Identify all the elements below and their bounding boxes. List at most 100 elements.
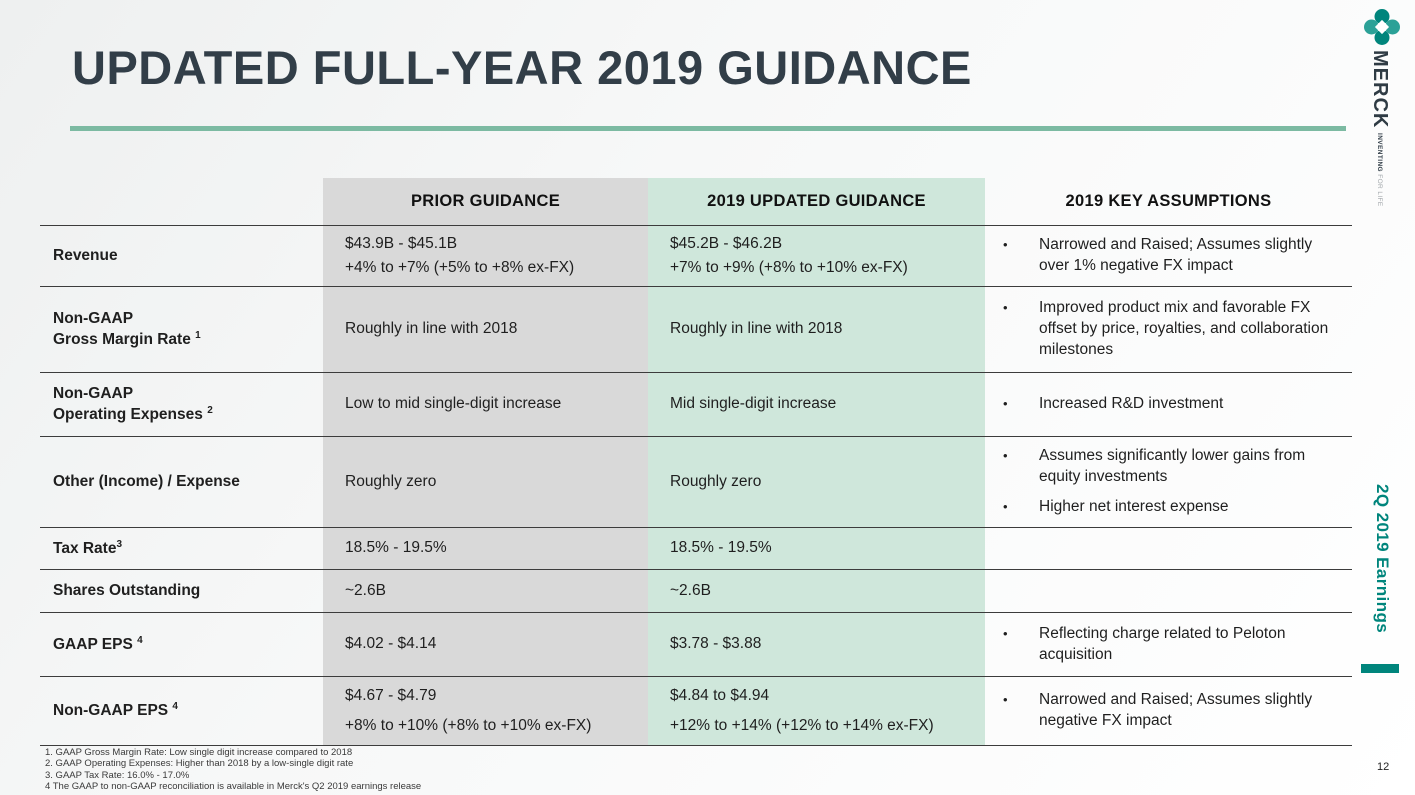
- row-label: Other (Income) / Expense: [40, 437, 323, 527]
- updated-guidance-cell: $3.78 - $3.88: [648, 613, 985, 676]
- assumption-text: Narrowed and Raised; Assumes slightly ne…: [1039, 691, 1313, 729]
- table-row: Non-GAAP EPS 4 $4.67 - $4.79 +8% to +10% (…: [40, 676, 1352, 745]
- row-label: Tax Rate3: [40, 528, 323, 569]
- assumptions-cell: • Narrowed and Raised; Assumes slightly n…: [985, 677, 1352, 745]
- header-prior-guidance: PRIOR GUIDANCE: [323, 178, 648, 225]
- row-label-text: Shares Outstanding: [53, 581, 201, 599]
- table-row: Other (Income) / Expense Roughly zero Roug…: [40, 436, 1352, 527]
- row-label-text: GAAP EPS 4: [53, 634, 143, 653]
- header-key-assumptions: 2019 KEY ASSUMPTIONS: [1065, 192, 1272, 210]
- row-label: Revenue: [40, 226, 323, 286]
- guidance-value: 18.5% - 19.5%: [670, 539, 772, 557]
- assumption-bullet: • Increased R&D investment: [1003, 394, 1344, 415]
- table-row: Tax Rate3 18.5% - 19.5% 18.5% - 19.5%: [40, 527, 1352, 569]
- bullet-icon: •: [1003, 300, 1008, 316]
- bullet-icon: •: [1003, 237, 1008, 253]
- guidance-value: $43.9B - $45.1B: [345, 235, 458, 253]
- table-body: Revenue $43.9B - $45.1B +4% to +7% (+5% to…: [40, 225, 1352, 746]
- sidebar: MERCK INVENTING FOR LIFE 2Q 2019 Earning…: [1347, 0, 1415, 795]
- footnote-ref: 3: [116, 538, 123, 550]
- assumption-bullet: • Assumes significantly lower gains from …: [1003, 446, 1344, 488]
- assumptions-cell: • Assumes significantly lower gains from …: [985, 437, 1352, 527]
- row-label-text: Non-GAAP EPS 4: [53, 701, 178, 720]
- footnote: 1. GAAP Gross Margin Rate: Low single di…: [45, 747, 353, 758]
- guidance-value: +12% to +14% (+12% to +14% ex-FX): [670, 717, 934, 734]
- guidance-value: ~2.6B: [345, 581, 386, 599]
- bullet-icon: •: [1003, 396, 1008, 412]
- row-label-text: Non-GAAP Gross Margin Rate 1: [53, 309, 201, 349]
- guidance-value: $4.67 - $4.79: [345, 686, 437, 704]
- updated-guidance-cell: ~2.6B: [648, 570, 985, 612]
- row-label: Non-GAAP EPS 4: [40, 677, 323, 745]
- guidance-value: Roughly in line with 2018: [670, 320, 843, 338]
- row-label: Shares Outstanding: [40, 570, 323, 612]
- assumption-text: Reflecting charge related to Peloton acq…: [1039, 624, 1286, 663]
- assumption-text: Improved product mix and favorable FX of…: [1039, 299, 1329, 358]
- assumptions-cell: • Increased R&D investment: [985, 373, 1352, 436]
- assumption-bullet: • Narrowed and Raised; Assumes slightly n…: [1003, 690, 1344, 732]
- prior-guidance-cell: Roughly in line with 2018: [323, 287, 648, 372]
- updated-guidance-cell: Roughly zero: [648, 437, 985, 527]
- guidance-value: $4.84 to $4.94: [670, 686, 770, 704]
- updated-guidance-cell: 18.5% - 19.5%: [648, 528, 985, 569]
- table-row: GAAP EPS 4 $4.02 - $4.14 $3.78 - $3.88 • Ref…: [40, 612, 1352, 676]
- table-row: Non-GAAP Gross Margin Rate 1 Roughly in li…: [40, 286, 1352, 372]
- guidance-value: Roughly zero: [670, 472, 762, 490]
- guidance-table: PRIOR GUIDANCE 2019 UPDATED GUIDANCE 201…: [40, 178, 1352, 746]
- page-title: UPDATED FULL-YEAR 2019 GUIDANCE: [72, 41, 972, 94]
- footnote-ref: 2: [207, 404, 213, 416]
- updated-guidance-cell: $45.2B - $46.2B +7% to +9% (+8% to +10% e…: [648, 226, 985, 286]
- merck-tagline: INVENTING FOR LIFE: [1376, 133, 1383, 207]
- header-blank: [40, 178, 323, 225]
- prior-guidance-cell: $43.9B - $45.1B +4% to +7% (+5% to +8% ex…: [323, 226, 648, 286]
- footnote: 3. GAAP Tax Rate: 16.0% - 17.0%: [45, 769, 190, 781]
- title-divider: [70, 126, 1346, 131]
- assumption-bullet: • Reflecting charge related to Peloton ac…: [1003, 624, 1344, 666]
- table-row: Shares Outstanding ~2.6B ~2.6B: [40, 569, 1352, 612]
- guidance-value: +4% to +7% (+5% to +8% ex-FX): [345, 258, 575, 276]
- assumption-bullet: • Improved product mix and favorable FX o…: [1003, 298, 1344, 361]
- row-label-text: Other (Income) / Expense: [53, 472, 240, 490]
- prior-guidance-cell: ~2.6B: [323, 570, 648, 612]
- guidance-value: Low to mid single-digit increase: [345, 395, 562, 413]
- row-label: Non-GAAP Operating Expenses 2: [40, 373, 323, 436]
- prior-guidance-cell: $4.02 - $4.14: [323, 613, 648, 676]
- updated-guidance-cell: Mid single-digit increase: [648, 373, 985, 436]
- footnote-ref: 4: [172, 701, 178, 713]
- assumptions-cell: • Improved product mix and favorable FX o…: [985, 287, 1352, 372]
- assumptions-cell: • Reflecting charge related to Peloton ac…: [985, 613, 1352, 676]
- guidance-value: +7% to +9% (+8% to +10% ex-FX): [670, 258, 908, 276]
- prior-guidance-cell: Low to mid single-digit increase: [323, 373, 648, 436]
- guidance-value: $45.2B - $46.2B: [670, 235, 783, 253]
- table-row: Revenue $43.9B - $45.1B +4% to +7% (+5% to…: [40, 225, 1352, 286]
- header-updated-guidance: 2019 UPDATED GUIDANCE: [648, 178, 985, 225]
- assumption-text: Increased R&D investment: [1039, 395, 1224, 413]
- tagline-light: FOR LIFE: [1376, 172, 1383, 207]
- prior-guidance-cell: Roughly zero: [323, 437, 648, 527]
- updated-guidance-cell: Roughly in line with 2018: [648, 287, 985, 372]
- page-number: 12: [1377, 761, 1390, 773]
- assumptions-cell: • Narrowed and Raised; Assumes slightly o…: [985, 226, 1352, 286]
- row-label: Non-GAAP Gross Margin Rate 1: [40, 287, 323, 372]
- assumption-text: Assumes significantly lower gains from e…: [1039, 447, 1306, 486]
- assumption-text: Narrowed and Raised; Assumes slightly ov…: [1039, 236, 1313, 274]
- bullet-icon: •: [1003, 625, 1008, 641]
- guidance-value: Roughly in line with 2018: [345, 320, 518, 338]
- merck-logo-wordmark: MERCK: [1369, 50, 1391, 129]
- table-row: Non-GAAP Operating Expenses 2 Low to mid s…: [40, 372, 1352, 436]
- assumptions-cell: [985, 528, 1352, 569]
- footnote-ref: 4: [137, 634, 143, 646]
- footnotes: 1. GAAP Gross Margin Rate: Low single di…: [45, 747, 421, 793]
- deck-accent-bar: [1361, 664, 1399, 673]
- deck-label: 2Q 2019 Earnings: [1373, 484, 1392, 634]
- prior-guidance-cell: $4.67 - $4.79 +8% to +10% (+8% to +10% ex…: [323, 677, 648, 745]
- row-label: GAAP EPS 4: [40, 613, 323, 676]
- row-label-text: Tax Rate3: [53, 538, 123, 557]
- assumption-bullet: • Higher net interest expense: [1003, 497, 1344, 518]
- bullet-icon: •: [1003, 692, 1008, 708]
- table-header-row: PRIOR GUIDANCE 2019 UPDATED GUIDANCE 201…: [40, 178, 1352, 225]
- guidance-value: ~2.6B: [670, 581, 711, 599]
- footnote: 4 The GAAP to non-GAAP reconciliation is…: [45, 781, 422, 793]
- footnote: 2. GAAP Operating Expenses: Higher than …: [45, 758, 354, 770]
